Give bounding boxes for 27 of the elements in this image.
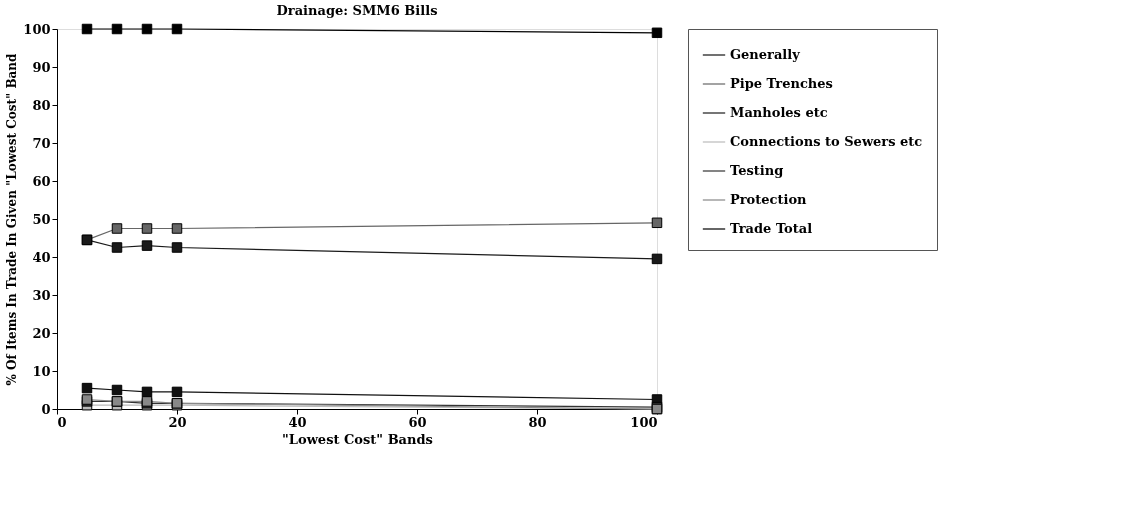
y-tick-label: 40 <box>32 249 51 265</box>
legend-label: Connections to Sewers etc <box>730 134 923 149</box>
legend-label: Manholes etc <box>730 105 828 120</box>
chart-title: Drainage: SMM6 Bills <box>276 3 438 19</box>
x-axis-title: "Lowest Cost" Bands <box>282 431 433 447</box>
x-tick-label: 40 <box>288 414 307 430</box>
y-tick-label: 100 <box>23 21 51 37</box>
y-tick-label: 10 <box>32 363 51 379</box>
x-tick-label: 0 <box>57 414 67 430</box>
x-tick-label: 20 <box>168 414 187 430</box>
legend-label: Testing <box>730 163 784 178</box>
y-tick-label: 80 <box>32 97 51 113</box>
y-tick-label: 30 <box>32 287 51 303</box>
y-axis-title: % Of Items In Trade In Given "Lowest Cost" Band <box>5 52 20 386</box>
x-tick-label: 80 <box>528 414 547 430</box>
legend-label: Trade Total <box>730 221 813 236</box>
y-tick-label: 20 <box>32 325 51 341</box>
x-tick-label: 100 <box>630 414 658 430</box>
x-tick-label: 60 <box>408 414 427 430</box>
y-tick-label: 50 <box>32 211 51 227</box>
legend-label: Generally <box>730 47 801 62</box>
y-tick-label: 70 <box>32 135 51 151</box>
legend-label: Protection <box>730 192 808 207</box>
y-tick-label: 90 <box>32 59 51 75</box>
y-tick-label: 0 <box>41 401 51 417</box>
y-tick-label: 60 <box>32 173 51 189</box>
legend-label: Pipe Trenches <box>730 76 833 91</box>
